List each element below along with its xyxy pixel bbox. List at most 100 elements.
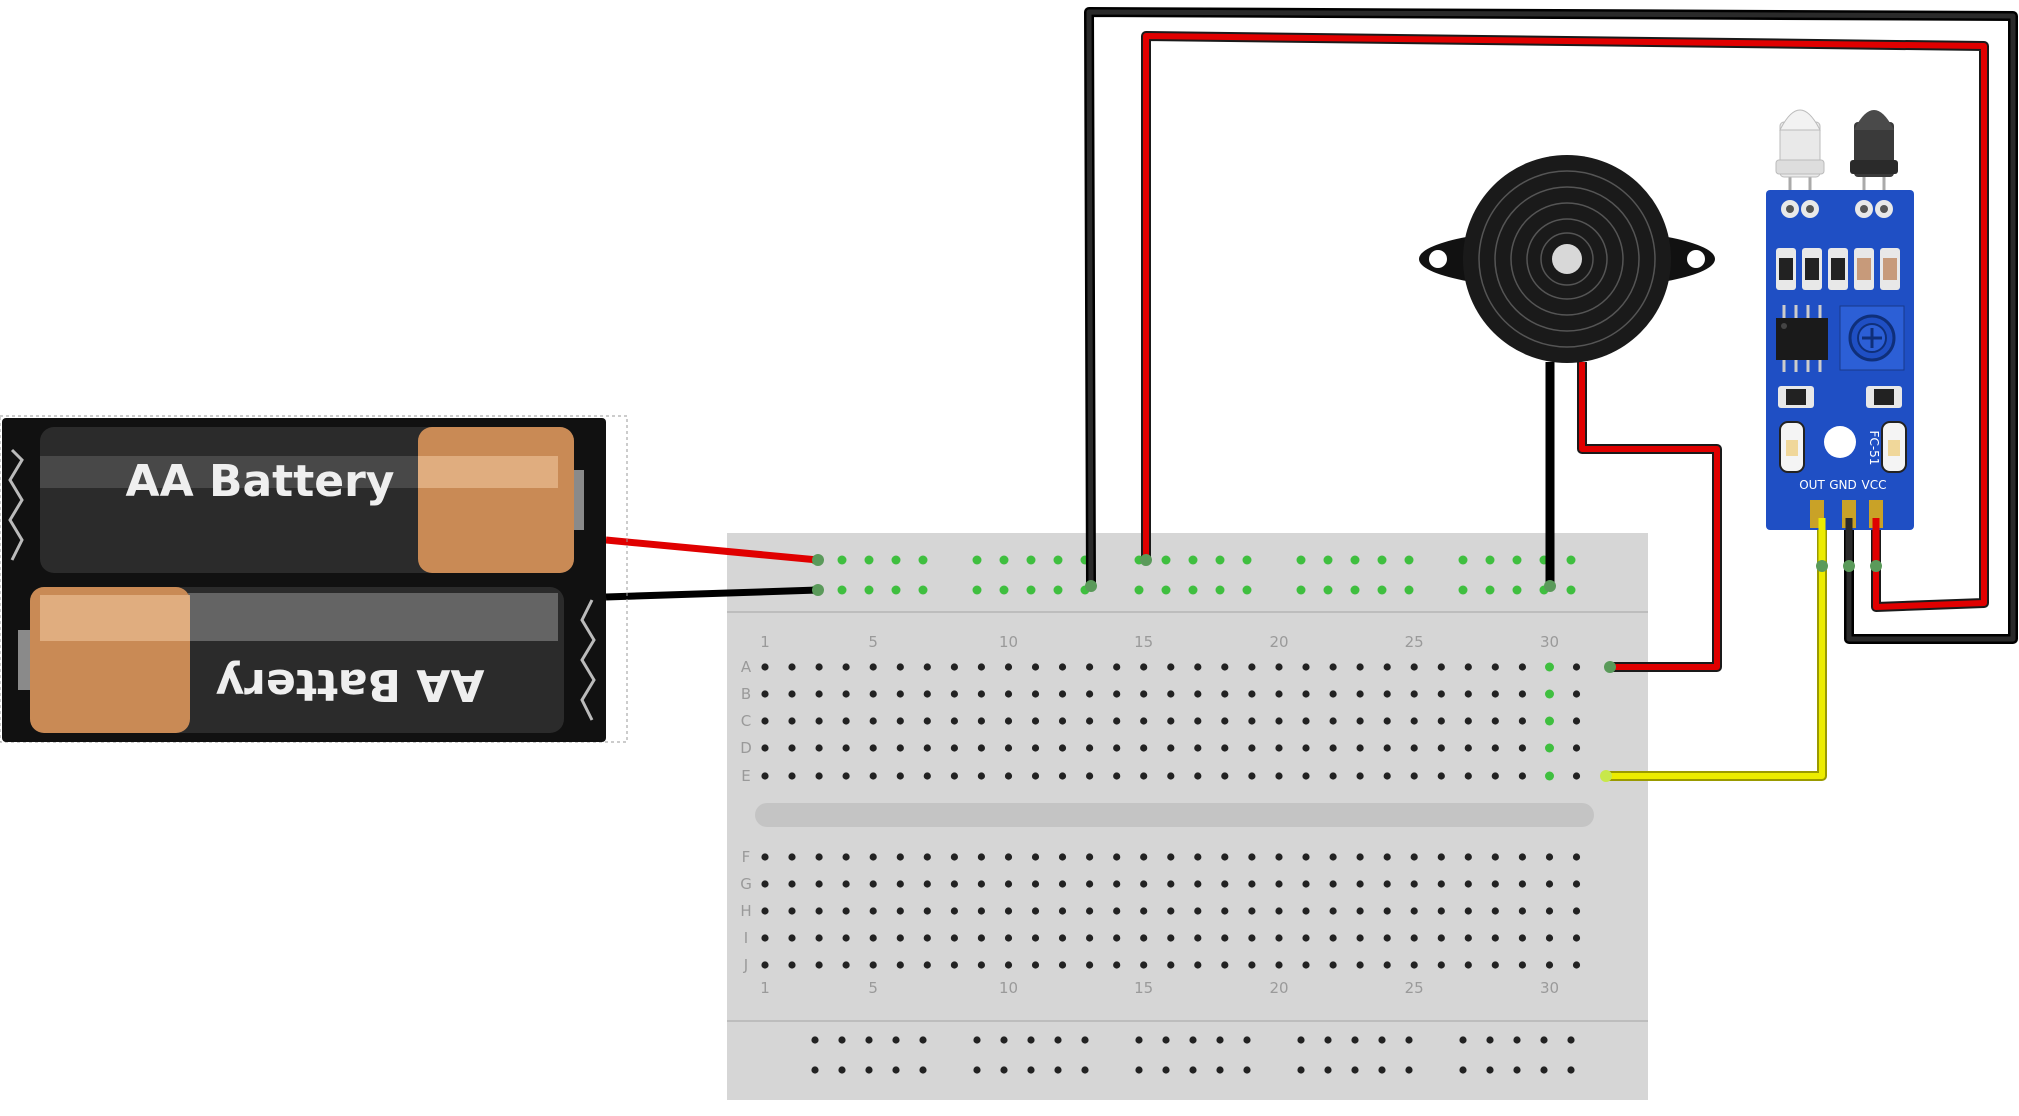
rail-hole <box>918 585 928 595</box>
breadboard-hole <box>842 961 850 969</box>
breadboard-hole <box>1058 880 1067 888</box>
breadboard-hole <box>1248 907 1256 915</box>
breadboard-hole <box>1383 717 1391 725</box>
breadboard-hole <box>1058 961 1067 969</box>
breadboard-hole <box>788 880 796 888</box>
rail-hole <box>1351 1066 1359 1074</box>
breadboard-hole <box>1572 717 1581 725</box>
rail-hole <box>1027 1036 1035 1044</box>
breadboard-hole <box>1464 744 1472 752</box>
breadboard-hole <box>1329 853 1337 861</box>
breadboard-hole <box>1004 934 1013 942</box>
breadboard-hole <box>896 744 904 752</box>
breadboard-hole <box>1113 961 1121 969</box>
breadboard-hole <box>1491 853 1499 861</box>
column-number: 1 <box>760 979 770 997</box>
rail-hole <box>1243 1066 1251 1074</box>
breadboard-hole <box>815 772 823 780</box>
breadboard-hole <box>761 907 769 915</box>
breadboard-hole <box>1437 853 1445 861</box>
breadboard-hole <box>1140 690 1148 698</box>
battery-cell-top: AA Battery <box>40 427 584 573</box>
breadboard-hole <box>1410 853 1418 861</box>
breadboard-hole <box>1140 744 1148 752</box>
breadboard-hole <box>1004 772 1013 780</box>
battery-pack: AA Battery AA Battery <box>0 415 628 743</box>
breadboard-hole <box>923 934 931 942</box>
column-number: 10 <box>999 633 1018 651</box>
breadboard-hole <box>869 663 877 671</box>
breadboard-hole <box>977 690 986 698</box>
breadboard-hole <box>1221 744 1229 752</box>
breadboard-hole <box>1545 853 1554 861</box>
breadboard-hole <box>1275 907 1283 915</box>
breadboard-hole <box>1545 689 1554 699</box>
wire-end <box>812 584 824 596</box>
rail-hole <box>838 1036 846 1044</box>
rail-hole <box>1486 1066 1494 1074</box>
battery-cell-bottom: AA Battery <box>18 587 564 733</box>
comparator-ic <box>1776 305 1828 372</box>
breadboard-hole <box>1491 934 1499 942</box>
breadboard-hole <box>1410 744 1418 752</box>
rail-hole <box>972 585 982 595</box>
breadboard-hole <box>1194 934 1202 942</box>
rail-hole <box>1404 555 1414 565</box>
breadboard-hole <box>1383 853 1391 861</box>
breadboard-hole <box>1545 743 1554 753</box>
breadboard-hole <box>1464 961 1472 969</box>
breadboard-hole <box>1356 853 1364 861</box>
breadboard-hole <box>1302 934 1310 942</box>
center-channel <box>755 803 1594 827</box>
breadboard-hole <box>1031 663 1040 671</box>
rail-hole <box>1458 585 1468 595</box>
row-letter: B <box>741 685 751 703</box>
breadboard-hole <box>1167 663 1175 671</box>
breadboard-hole <box>1491 663 1499 671</box>
breadboard-hole <box>1437 717 1445 725</box>
breadboard-hole <box>1221 717 1229 725</box>
breadboard-hole <box>788 961 796 969</box>
breadboard-hole <box>761 934 769 942</box>
breadboard-hole <box>1491 907 1499 915</box>
wire-vcc-red-core <box>1143 33 1987 610</box>
breadboard-hole <box>1221 853 1229 861</box>
breadboard-hole <box>1004 880 1013 888</box>
breadboard-hole <box>977 717 986 725</box>
breadboard-hole <box>1031 690 1040 698</box>
breadboard-hole <box>1302 961 1310 969</box>
breadboard-hole <box>1086 744 1094 752</box>
breadboard-hole <box>1518 880 1526 888</box>
breadboard-hole <box>1086 880 1094 888</box>
breadboard-hole <box>1437 880 1445 888</box>
breadboard-hole <box>788 744 796 752</box>
rail-hole <box>1404 585 1414 595</box>
breadboard-hole <box>977 663 986 671</box>
rail-hole <box>919 1036 927 1044</box>
breadboard-hole <box>1275 717 1283 725</box>
breadboard-hole <box>1167 961 1175 969</box>
breadboard-hole <box>1221 880 1229 888</box>
breadboard-hole <box>1248 772 1256 780</box>
breadboard-hole <box>1518 772 1526 780</box>
breadboard-hole <box>1275 880 1283 888</box>
rail-hole <box>918 555 928 565</box>
breadboard-hole <box>869 880 877 888</box>
breadboard-hole <box>923 961 931 969</box>
column-number: 20 <box>1269 979 1288 997</box>
breadboard-hole <box>761 744 769 752</box>
column-number: 25 <box>1405 979 1424 997</box>
rail-hole <box>1513 1036 1521 1044</box>
breadboard-hole <box>950 772 959 780</box>
row-letter: D <box>740 739 752 757</box>
breadboard-holes <box>761 555 1581 1074</box>
breadboard-hole <box>1491 880 1499 888</box>
breadboard-hole <box>977 934 986 942</box>
breadboard-hole <box>1491 961 1499 969</box>
breadboard-hole <box>923 853 931 861</box>
breadboard-hole <box>1518 907 1526 915</box>
breadboard-hole <box>1572 961 1581 969</box>
breadboard-hole <box>761 717 769 725</box>
breadboard-hole <box>923 907 931 915</box>
breadboard-hole <box>1383 690 1391 698</box>
